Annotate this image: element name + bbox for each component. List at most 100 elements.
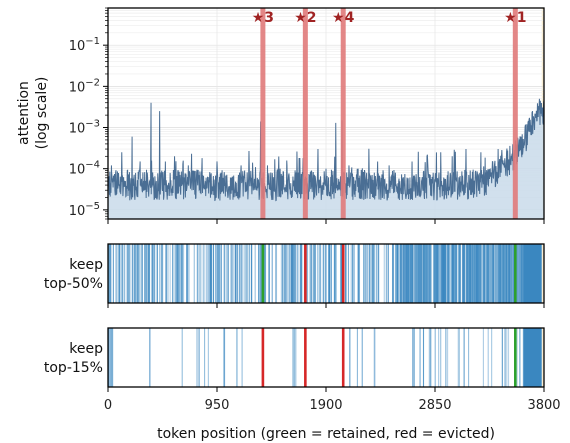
kept-token-bar	[324, 244, 326, 303]
kept-token-bar	[154, 244, 156, 303]
kept-token-bar	[412, 244, 414, 303]
kept-token-bar	[453, 244, 455, 303]
kept-token-bar	[165, 244, 167, 303]
kept-token-bar	[242, 244, 244, 303]
kept-token-bar	[473, 244, 475, 303]
kept-token-bar	[109, 328, 111, 387]
kept-token-bar	[370, 244, 372, 303]
kept-token-bar	[145, 244, 147, 303]
kept-token-bar	[309, 244, 311, 303]
kept-token-bar	[395, 244, 397, 303]
kept-token-bar	[174, 244, 176, 303]
kept-token-bar	[467, 244, 469, 303]
kept-token-bar	[400, 244, 403, 303]
kept-token-bar	[110, 328, 112, 387]
kept-token-bar	[503, 244, 505, 303]
y-tick-label: 10−2	[69, 77, 100, 95]
kept-token-bar	[166, 244, 168, 303]
kept-token-bar	[245, 244, 247, 303]
needle-band	[512, 8, 518, 219]
kept-token-bar	[412, 244, 414, 303]
kept-token-bar	[522, 328, 524, 387]
kept-token-bar	[151, 244, 153, 303]
kept-token-bar	[496, 244, 498, 303]
kept-token-bar	[148, 244, 151, 303]
x-axis-label: token position (green = retained, red = …	[157, 426, 495, 442]
kept-token-bar	[131, 244, 133, 303]
x-tick-label: 0	[104, 398, 112, 413]
kept-token-bar	[427, 244, 429, 303]
keep-15-label-line2: top-15%	[44, 360, 103, 376]
x-tick-label: 1900	[309, 398, 342, 413]
kept-token-bar	[248, 244, 250, 303]
kept-token-bar	[352, 244, 354, 303]
kept-token-bar	[220, 244, 223, 303]
kept-token-bar	[440, 244, 442, 303]
kept-token-bar	[487, 328, 489, 387]
kept-token-bar	[413, 328, 415, 387]
kept-token-bar	[144, 244, 146, 303]
kept-token-bar	[485, 244, 488, 303]
kept-token-bar	[254, 244, 256, 303]
kept-token-bar	[141, 244, 143, 303]
kept-token-bar	[501, 328, 503, 387]
kept-token-bar	[318, 244, 320, 303]
kept-token-bar	[204, 328, 206, 387]
kept-token-bar	[144, 244, 146, 303]
kept-token-bar	[345, 244, 347, 303]
kept-token-bar	[231, 244, 233, 303]
kept-token-bar	[478, 244, 480, 303]
kept-token-bar	[517, 244, 519, 303]
kept-token-bar	[365, 244, 367, 303]
kept-token-bar	[282, 244, 284, 303]
kept-token-bar	[139, 244, 141, 303]
kept-token-bar	[487, 244, 489, 303]
ylabel-line1: attention	[16, 81, 32, 145]
needle-label: ★1	[504, 10, 526, 26]
y-tick-label: 10−4	[69, 160, 100, 178]
kept-token-bar	[508, 244, 510, 303]
kept-token-bar	[416, 244, 418, 303]
kept-token-bar	[520, 244, 522, 303]
kept-token-bar	[504, 328, 506, 387]
kept-token-bar	[223, 328, 226, 387]
kept-token-bar	[312, 244, 314, 303]
x-ticks-3	[107, 387, 545, 392]
x-tick-labels: 0 950 1900 2850 3800	[104, 398, 561, 413]
kept-token-bar	[181, 244, 183, 303]
kept-token-bar	[323, 244, 325, 303]
x-tick-label: 950	[205, 398, 230, 413]
kept-token-bar	[126, 244, 128, 303]
kept-token-bar	[258, 244, 260, 303]
kept-token-bar	[301, 244, 303, 303]
x-tick-label: 3800	[527, 398, 560, 413]
kept-token-bar	[489, 244, 491, 303]
kept-token-bar	[329, 244, 331, 303]
kept-token-bar	[299, 244, 301, 303]
kept-token-bar	[284, 244, 287, 303]
kept-token-bar	[428, 328, 430, 387]
kept-token-bar	[288, 244, 290, 303]
kept-token-bar	[169, 244, 171, 303]
kept-token-bar	[408, 244, 410, 303]
kept-token-bar	[406, 244, 408, 303]
kept-token-bar	[373, 328, 375, 387]
kept-token-bar	[447, 328, 449, 387]
kept-token-bar	[132, 244, 134, 303]
kept-token-bar	[470, 244, 472, 303]
kept-token-bar	[187, 244, 189, 303]
kept-token-bar	[500, 244, 502, 303]
kept-token-bar	[493, 244, 495, 303]
kept-token-bar	[521, 244, 523, 303]
kept-token-bar	[422, 244, 425, 303]
kept-token-bar	[325, 244, 327, 303]
kept-token-bar	[425, 244, 427, 303]
kept-token-bar	[432, 244, 435, 303]
kept-token-bar	[506, 244, 509, 303]
kept-token-bar	[458, 244, 460, 303]
kept-token-bar	[353, 244, 355, 303]
x-tick-label: 2850	[418, 398, 451, 413]
kept-token-bar	[294, 244, 297, 303]
kept-token-bar	[418, 244, 420, 303]
kept-token-bar	[219, 244, 221, 303]
